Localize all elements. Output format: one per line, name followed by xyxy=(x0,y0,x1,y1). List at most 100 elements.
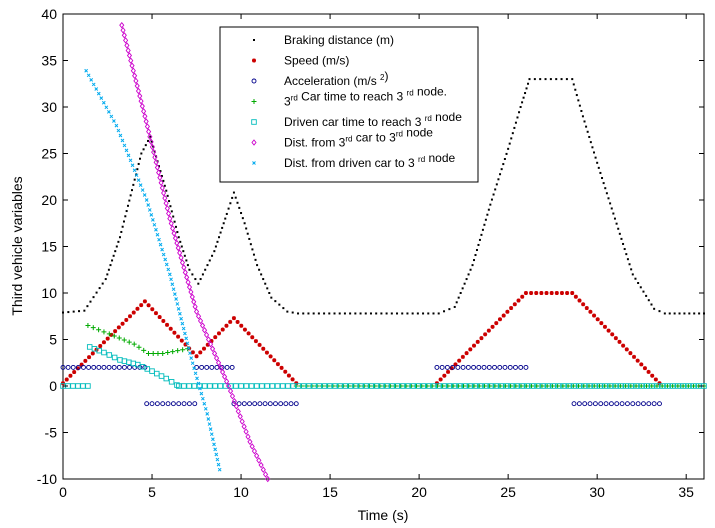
distdriven-point xyxy=(188,351,192,356)
dist3-point xyxy=(144,123,150,130)
speed-point xyxy=(205,342,210,347)
speed-point xyxy=(272,358,277,363)
distdriven-point xyxy=(192,366,196,371)
dist3-point xyxy=(192,303,198,310)
distdriven-point xyxy=(175,302,180,306)
braking-point xyxy=(149,135,152,138)
accel-point xyxy=(587,401,593,407)
braking-point xyxy=(385,312,388,315)
speed-point xyxy=(610,332,615,337)
driventime-point xyxy=(415,383,421,389)
distdriven-point xyxy=(209,432,214,437)
legend-label-braking: Braking distance (m) xyxy=(284,33,394,47)
dist3-point xyxy=(179,259,186,266)
speed-point xyxy=(190,350,195,355)
distdriven-point xyxy=(158,242,163,247)
braking-point xyxy=(609,202,612,205)
braking-point xyxy=(136,168,139,171)
braking-point xyxy=(589,141,592,144)
speed-point xyxy=(460,354,465,359)
speed-point xyxy=(90,351,95,356)
dist3-point xyxy=(201,326,208,334)
distdriven-point xyxy=(132,168,137,173)
driventime-point xyxy=(529,383,536,389)
dist3-point xyxy=(137,92,143,100)
driventime-point xyxy=(560,383,567,389)
braking-point xyxy=(89,300,92,303)
dist3-point xyxy=(125,47,131,54)
braking-point xyxy=(416,312,419,315)
accel-point xyxy=(455,364,461,370)
braking-point xyxy=(588,135,591,138)
braking-point xyxy=(251,248,254,251)
driventime-point xyxy=(378,383,385,389)
distdriven-point xyxy=(183,331,187,336)
dist3-point xyxy=(147,133,153,140)
dist3-point xyxy=(177,249,183,257)
braking-point xyxy=(254,258,257,261)
accel-point xyxy=(465,364,471,370)
speed-point xyxy=(198,350,203,355)
driventime-point xyxy=(243,383,250,389)
speed-point xyxy=(87,355,92,360)
dist3-point xyxy=(172,234,179,242)
distdriven-point xyxy=(89,78,94,82)
distdriven-point xyxy=(126,153,131,158)
braking-point xyxy=(186,264,189,267)
speed-point xyxy=(275,362,280,367)
braking-point xyxy=(658,310,661,313)
distdriven-point xyxy=(130,163,135,168)
series-marks xyxy=(60,21,707,483)
braking-point xyxy=(260,273,263,276)
accel-point xyxy=(283,401,289,407)
braking-point xyxy=(219,231,222,234)
braking-point xyxy=(173,220,176,223)
speed-point xyxy=(520,294,525,299)
braking-point xyxy=(258,268,261,271)
braking-point xyxy=(208,259,211,262)
car3time-point xyxy=(670,383,676,389)
speed-point xyxy=(468,347,473,352)
braking-point xyxy=(513,126,516,129)
car3time-point xyxy=(170,349,176,355)
speed-point xyxy=(264,350,269,355)
distdriven-point xyxy=(203,406,208,411)
braking-point xyxy=(317,312,320,315)
speed-point xyxy=(577,298,582,303)
driventime-point xyxy=(217,383,224,389)
driventime-point xyxy=(285,383,291,389)
car3time-point xyxy=(116,335,122,341)
accel-point xyxy=(199,364,205,370)
braking-point xyxy=(179,240,182,243)
speed-point xyxy=(179,338,184,343)
accel-point xyxy=(149,401,155,407)
series-distdriven xyxy=(84,68,222,472)
car3time-point xyxy=(351,383,357,389)
braking-point xyxy=(268,292,271,294)
accel-point xyxy=(641,401,646,407)
speed-point xyxy=(584,306,589,311)
speed-point xyxy=(142,299,147,304)
driventime-point xyxy=(264,383,270,389)
car3time-point xyxy=(96,327,102,333)
legend-label-driventime: Driven car time to reach 3 rd node xyxy=(284,110,462,129)
driventime-point xyxy=(680,383,686,389)
accel-point xyxy=(582,401,588,407)
braking-point xyxy=(622,242,625,245)
y-tick-label: 20 xyxy=(41,192,57,208)
braking-point xyxy=(211,254,214,257)
braking-point xyxy=(539,78,542,81)
braking-point xyxy=(528,78,531,81)
accel-point xyxy=(657,401,662,407)
speed-point xyxy=(224,323,229,328)
legend-marker-distdriven xyxy=(252,161,256,165)
driventime-point xyxy=(524,383,530,389)
braking-point xyxy=(617,227,620,230)
braking-point xyxy=(139,157,142,160)
y-tick-label: 10 xyxy=(41,285,57,301)
braking-point xyxy=(637,282,640,285)
driventime-point xyxy=(430,383,437,389)
braking-point xyxy=(180,245,183,248)
distdriven-point xyxy=(96,91,101,96)
speed-point xyxy=(523,291,528,295)
